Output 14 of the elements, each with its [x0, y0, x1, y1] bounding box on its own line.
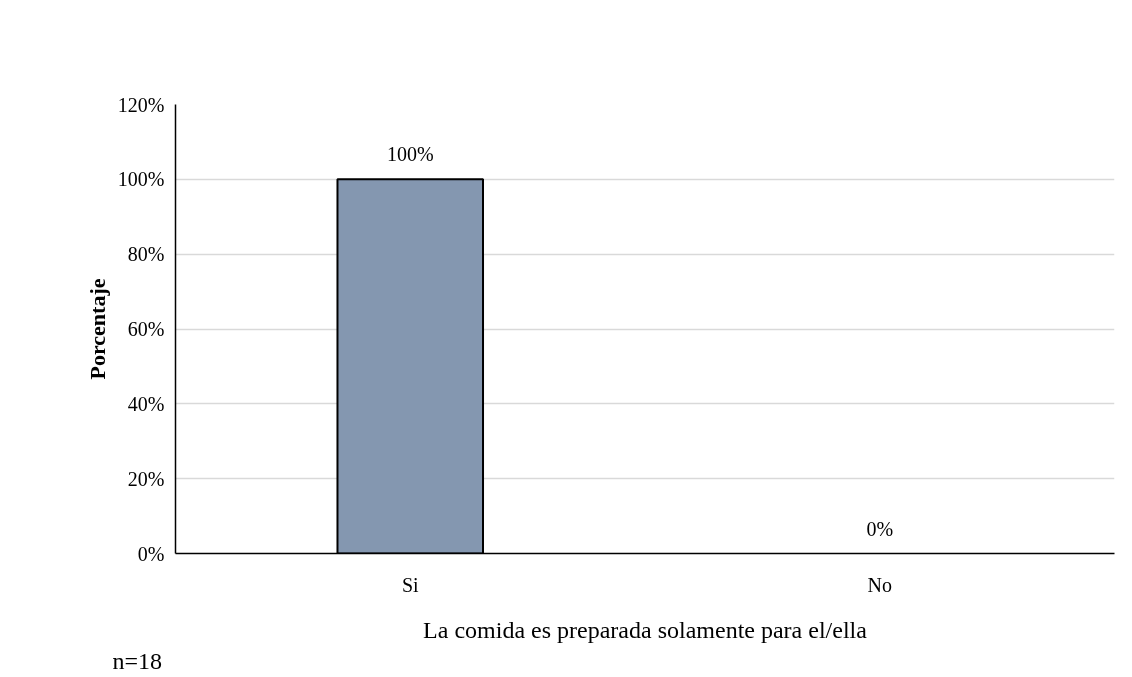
- y-tick-label: 60%: [127, 318, 165, 340]
- y-tick-label: 120%: [117, 93, 165, 116]
- data-label: 0%: [866, 517, 894, 540]
- x-tick-label: Si: [401, 573, 420, 596]
- x-axis-title: La comida es preparada solamente para el/ella: [423, 616, 868, 643]
- y-tick-label: 40%: [127, 392, 165, 415]
- x-tick-label: No: [867, 573, 892, 596]
- y-tick-label: 100%: [117, 168, 165, 191]
- y-axis-title: Porcentaje: [84, 278, 110, 380]
- text: n=18: [112, 647, 163, 674]
- y-tick-label: 0%: [137, 542, 165, 565]
- data-label: 100%: [386, 143, 434, 166]
- y-tick-label: 80%: [127, 243, 165, 266]
- y-tick-label: 20%: [127, 467, 165, 490]
